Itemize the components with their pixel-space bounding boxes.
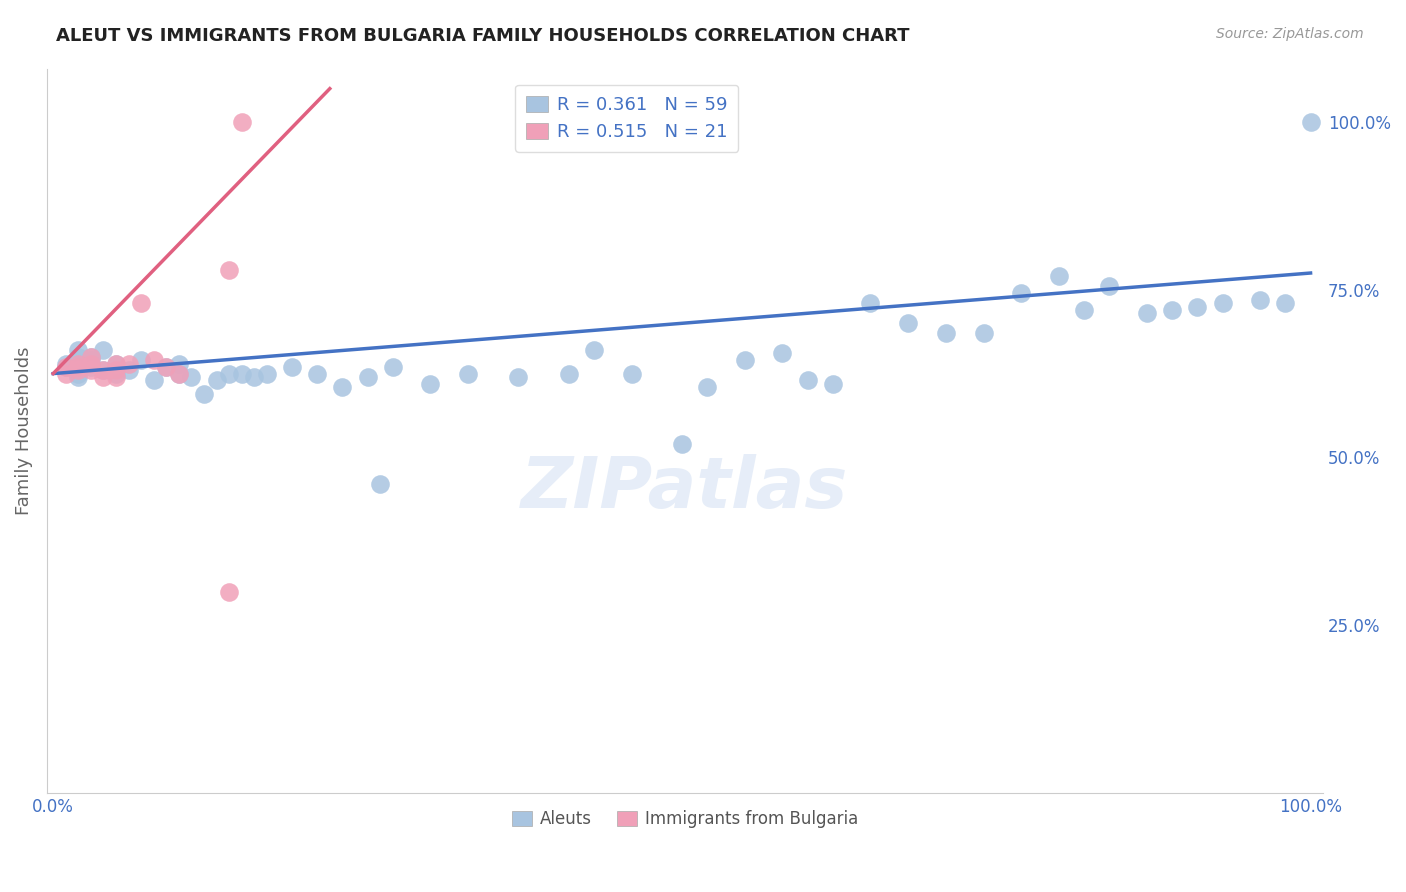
Point (368, 477, 391, 491)
Point (218, 367, 240, 381)
Text: ALEUT VS IMMIGRANTS FROM BULGARIA FAMILY HOUSEHOLDS CORRELATION CHART: ALEUT VS IMMIGRANTS FROM BULGARIA FAMILY… (56, 27, 910, 45)
Point (582, 343, 605, 358)
Point (205, 373, 228, 387)
Point (281, 359, 304, 374)
Point (1010, 286, 1032, 301)
Point (508, 370, 530, 384)
Point (105, 363, 128, 377)
Point (1299, 115, 1322, 129)
Point (117, 363, 139, 377)
Point (218, 584, 240, 599)
Point (1187, 300, 1209, 314)
Point (935, 326, 957, 341)
Point (129, 296, 152, 310)
Point (67, 357, 90, 371)
Point (1212, 296, 1234, 310)
Point (381, 359, 404, 374)
Point (142, 353, 165, 368)
Point (55, 359, 77, 374)
Text: ZIPatlas: ZIPatlas (522, 454, 849, 523)
Point (796, 373, 818, 387)
Y-axis label: Family Households: Family Households (15, 346, 32, 515)
Point (1161, 302, 1184, 317)
Point (167, 367, 190, 381)
Point (155, 359, 177, 374)
Point (696, 380, 718, 394)
Point (67, 370, 90, 384)
Point (180, 370, 202, 384)
Point (105, 357, 128, 371)
Point (557, 367, 579, 381)
Point (821, 376, 844, 391)
Point (67, 343, 90, 358)
Point (55, 367, 77, 381)
Point (80, 357, 103, 371)
Point (231, 115, 253, 129)
Point (117, 357, 139, 371)
Point (105, 367, 128, 381)
Point (129, 353, 152, 368)
Point (93, 363, 115, 377)
Point (67, 350, 90, 364)
Point (1249, 293, 1271, 307)
Point (80, 350, 103, 364)
Point (80, 359, 103, 374)
Point (1098, 279, 1121, 293)
Point (1274, 296, 1296, 310)
Point (67, 363, 90, 377)
Point (457, 367, 479, 381)
Point (155, 359, 177, 374)
Point (419, 376, 441, 391)
Point (93, 363, 115, 377)
Point (142, 373, 165, 387)
Point (307, 367, 329, 381)
Point (93, 343, 115, 358)
Point (256, 367, 278, 381)
Point (734, 353, 756, 368)
Point (973, 326, 995, 341)
Point (243, 370, 266, 384)
Point (55, 359, 77, 374)
Point (859, 296, 882, 310)
Point (80, 350, 103, 364)
Text: Source: ZipAtlas.com: Source: ZipAtlas.com (1216, 27, 1364, 41)
Point (93, 370, 115, 384)
Point (671, 437, 693, 451)
Point (193, 386, 215, 401)
Point (356, 370, 378, 384)
Point (105, 357, 128, 371)
Point (1073, 302, 1095, 317)
Point (105, 370, 128, 384)
Point (1047, 269, 1070, 284)
Point (897, 316, 920, 330)
Point (167, 367, 190, 381)
Point (218, 262, 240, 277)
Point (231, 367, 253, 381)
Point (67, 359, 90, 374)
Point (55, 357, 77, 371)
Point (1136, 306, 1159, 320)
Point (772, 346, 794, 360)
Point (67, 367, 90, 381)
Point (80, 363, 103, 377)
Point (80, 353, 103, 368)
Point (332, 380, 354, 394)
Point (167, 357, 190, 371)
Legend: Aleuts, Immigrants from Bulgaria: Aleuts, Immigrants from Bulgaria (505, 804, 865, 835)
Point (620, 367, 643, 381)
